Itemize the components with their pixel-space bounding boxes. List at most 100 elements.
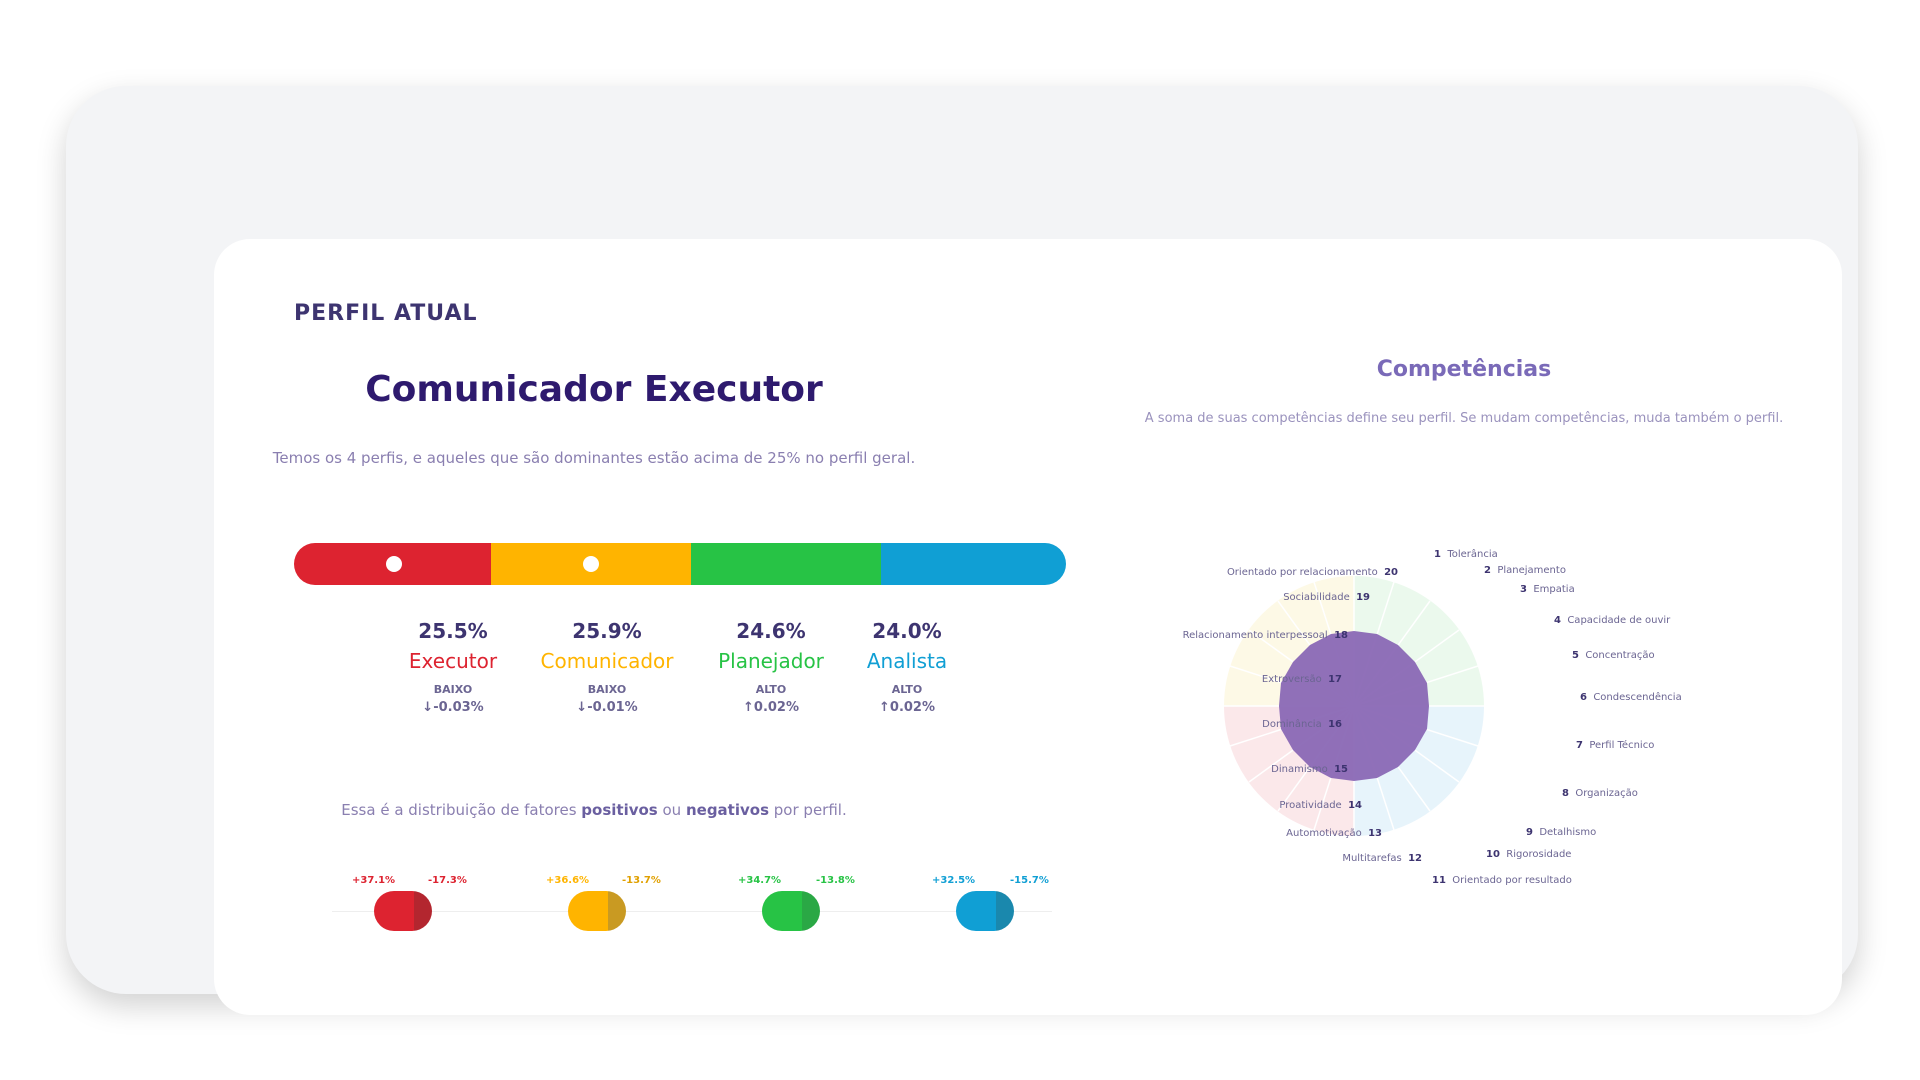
stat-level: BAIXO [433, 683, 473, 696]
distribution-suffix: por perfil. [769, 801, 847, 819]
competencias-subtitle: A soma de suas competências define seu p… [1144, 411, 1784, 426]
competencia-number: 12 [1408, 853, 1422, 864]
stat-trend: ↓-0.01% [576, 700, 638, 715]
competencia-number: 2 [1484, 565, 1491, 576]
competencia-label-13: Automotivação 13 [1286, 828, 1382, 839]
competencia-text: Orientado por resultado [1452, 875, 1572, 886]
competencia-label-19: Sociabilidade 19 [1283, 592, 1370, 603]
competencia-number: 19 [1356, 592, 1370, 603]
competencia-text: Proatividade [1279, 800, 1342, 811]
distribution-prefix: Essa é a distribuição de fatores [341, 801, 582, 819]
stat-comunicador: 25.9% Comunicador BAIXO ↓-0.01% [532, 619, 682, 715]
stat-level: ALTO [755, 683, 787, 696]
competencias-radar-chart [1224, 576, 1484, 836]
competencia-label-10: 10 Rigorosidade [1486, 849, 1571, 860]
dominant-marker [386, 556, 402, 572]
competencia-label-1: 1 Tolerância [1434, 549, 1498, 560]
competencia-label-8: 8 Organização [1562, 788, 1638, 799]
competencia-label-9: 9 Detalhismo [1526, 827, 1596, 838]
competencia-text: Orientado por relacionamento [1226, 567, 1378, 578]
competencia-label-20: Orientado por relacionamento 20 [1227, 567, 1398, 578]
competencia-number: 17 [1328, 674, 1342, 685]
competencia-number: 18 [1334, 630, 1348, 641]
positive-value-planejador: +34.7% [738, 875, 782, 886]
competencia-number: 7 [1576, 740, 1583, 751]
competencia-label-7: 7 Perfil Técnico [1576, 740, 1654, 751]
competencia-label-5: 5 Concentração [1572, 650, 1655, 661]
stat-level: BAIXO [587, 683, 627, 696]
competencia-label-16: Dominância 16 [1262, 719, 1342, 730]
divider [332, 911, 1052, 912]
positive-value-analista: +32.5% [932, 875, 976, 886]
competencia-text: Perfil Técnico [1589, 740, 1655, 751]
competencia-number: 4 [1554, 615, 1561, 626]
competencia-number: 1 [1434, 549, 1441, 560]
factor-pill-analista [956, 891, 1014, 931]
stat-name: Executor [408, 649, 498, 673]
section-label: PERFIL ATUAL [294, 301, 478, 326]
competencia-text: Capacidade de ouvir [1567, 615, 1671, 626]
competencia-number: 3 [1520, 584, 1527, 595]
negative-value-planejador: -13.8% [816, 875, 855, 886]
profile-title: Comunicador Executor [365, 369, 823, 410]
competencia-number: 9 [1526, 827, 1533, 838]
competencia-text: Condescendência [1593, 692, 1682, 703]
competencia-text: Concentração [1585, 650, 1655, 661]
distribution-negative: negativos [685, 801, 770, 819]
competencia-text: Extroversão [1261, 674, 1322, 685]
factor-pill-executor [374, 891, 432, 931]
competencia-number: 15 [1334, 764, 1348, 775]
factor-pill-planejador [762, 891, 820, 931]
positive-value-executor: +37.1% [352, 875, 396, 886]
competencia-text: Empatia [1533, 584, 1575, 595]
competencia-label-14: Proatividade 14 [1279, 800, 1362, 811]
negative-value-analista: -15.7% [1010, 875, 1049, 886]
bar-segment-analista [881, 543, 1066, 585]
competencia-number: 8 [1562, 788, 1569, 799]
competencia-number: 20 [1384, 567, 1398, 578]
competencia-number: 10 [1486, 849, 1500, 860]
competencia-text: Multitarefas [1342, 853, 1402, 864]
competencia-number: 13 [1368, 828, 1382, 839]
profile-distribution-bar [294, 543, 1066, 585]
competencia-number: 14 [1348, 800, 1362, 811]
competencia-label-4: 4 Capacidade de ouvir [1554, 615, 1670, 626]
stat-executor: 25.5% Executor BAIXO ↓-0.03% [378, 619, 528, 715]
stat-percent: 24.6% [736, 619, 806, 643]
radar-polygon [1279, 631, 1429, 781]
stat-percent: 25.5% [418, 619, 488, 643]
competencia-text: Tolerância [1447, 549, 1498, 560]
competencia-number: 11 [1432, 875, 1446, 886]
competencia-label-6: 6 Condescendência [1580, 692, 1682, 703]
dominant-marker [583, 556, 599, 572]
stat-percent: 25.9% [572, 619, 642, 643]
competencia-label-11: 11 Orientado por resultado [1432, 875, 1572, 886]
bar-segment-planejador [691, 543, 881, 585]
competencia-text: Dominância [1262, 719, 1322, 730]
competencia-label-15: Dinamismo 15 [1271, 764, 1348, 775]
competencia-number: 16 [1328, 719, 1342, 730]
negative-value-executor: -17.3% [428, 875, 467, 886]
positive-value-comunicador: +36.6% [546, 875, 590, 886]
factor-pill-comunicador [568, 891, 626, 931]
stat-analista: 24.0% Analista ALTO ↑0.02% [832, 619, 982, 715]
competencia-label-17: Extroversão 17 [1262, 674, 1342, 685]
distribution-text: Essa é a distribuição de fatores positiv… [214, 801, 974, 819]
competencia-text: Planejamento [1497, 565, 1566, 576]
outer-frame: PERFIL ATUAL Comunicador Executor Temos … [66, 86, 1858, 1015]
stat-percent: 24.0% [872, 619, 942, 643]
competencia-label-18: Relacionamento interpessoal 18 [1183, 630, 1348, 641]
stat-trend: ↓-0.03% [422, 700, 484, 715]
profile-card: PERFIL ATUAL Comunicador Executor Temos … [214, 239, 1842, 1015]
competencia-text: Sociabilidade [1283, 592, 1350, 603]
bar-segment-comunicador [491, 543, 691, 585]
competencias-title: Competências [1376, 357, 1552, 382]
stat-trend: ↑0.02% [743, 700, 799, 715]
stat-name: Comunicador [540, 649, 674, 673]
competencia-number: 6 [1580, 692, 1587, 703]
competencia-text: Rigorosidade [1506, 849, 1572, 860]
competencia-label-2: 2 Planejamento [1484, 565, 1566, 576]
competencia-text: Dinamismo [1271, 764, 1328, 775]
profile-subtitle: Temos os 4 perfis, e aqueles que são dom… [272, 449, 916, 467]
competencia-label-12: Multitarefas 12 [1342, 853, 1422, 864]
